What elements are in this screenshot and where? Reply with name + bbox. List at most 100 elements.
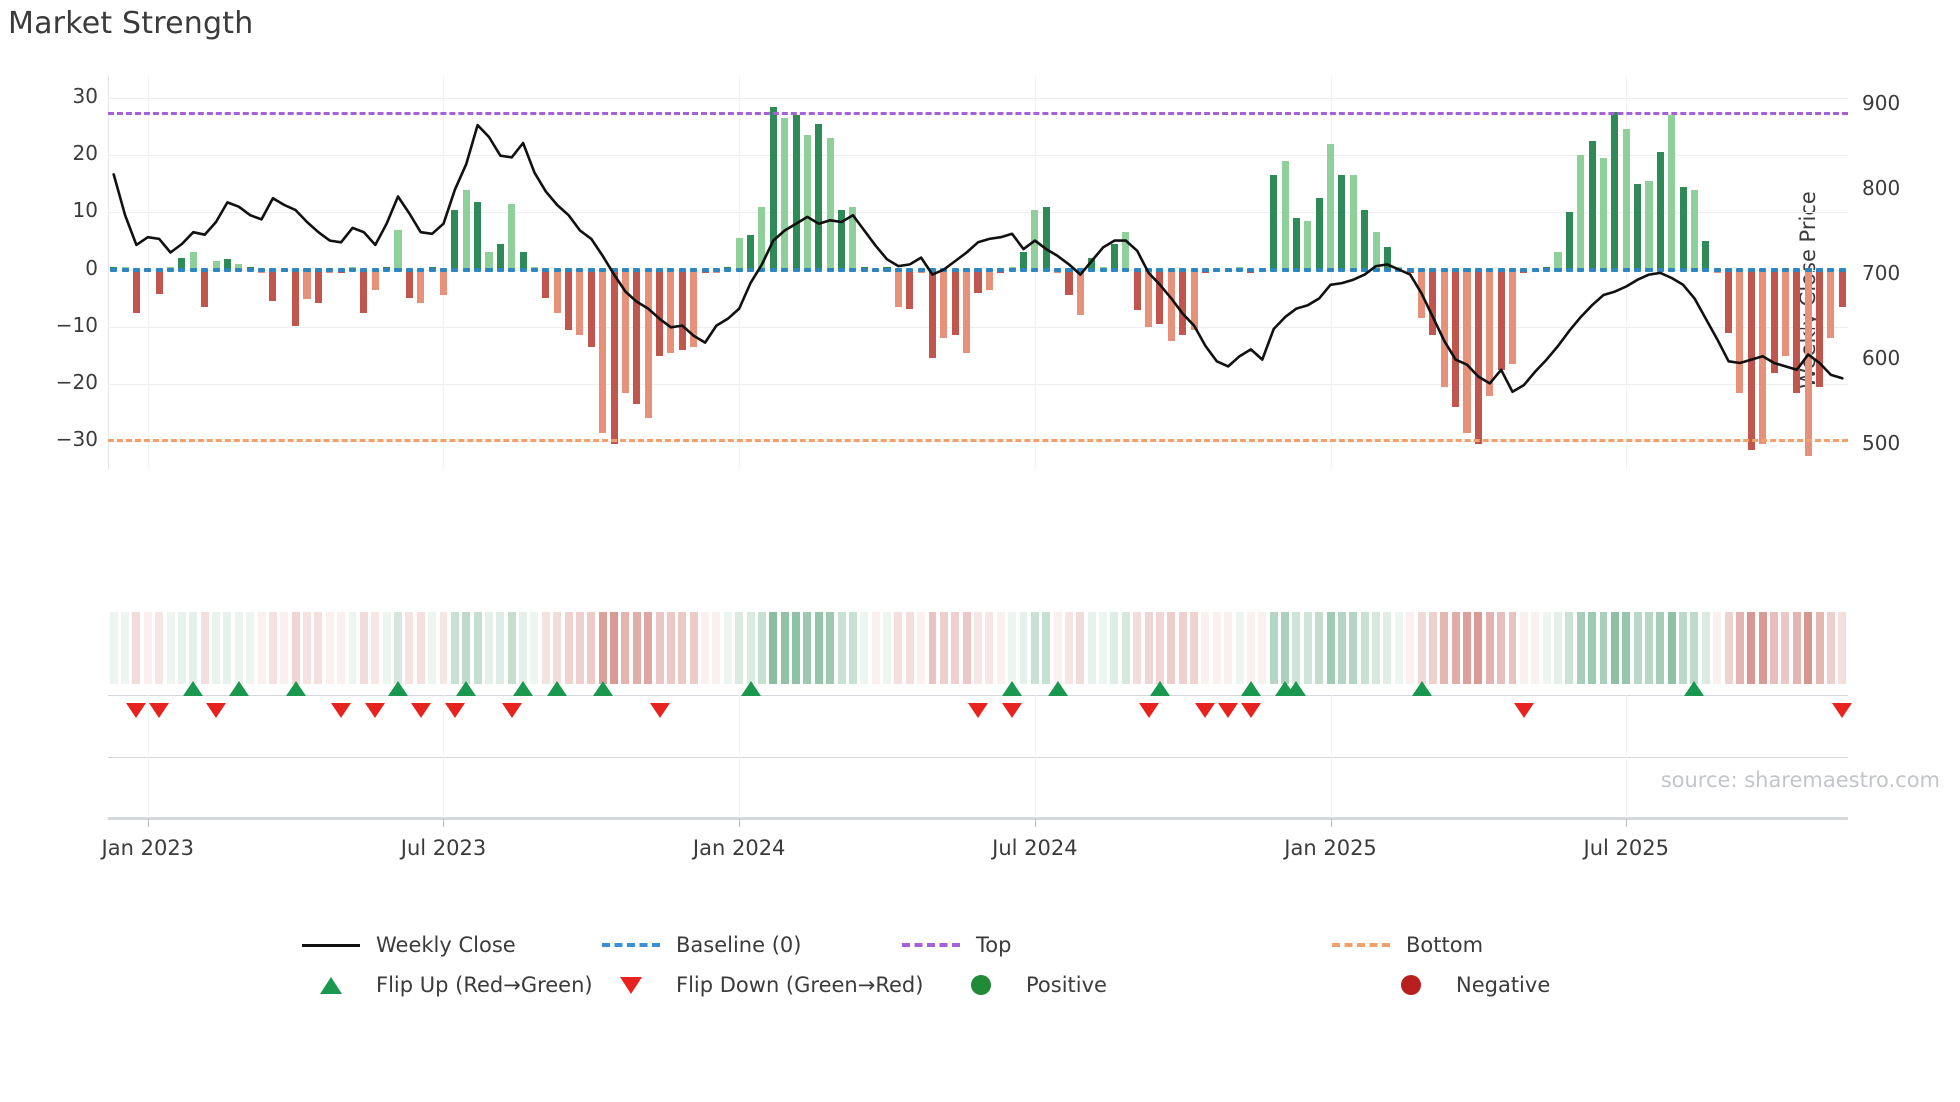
y-tick-label-left: −10 xyxy=(55,312,98,337)
heat-cell xyxy=(519,612,528,684)
baseline-dash xyxy=(1702,267,1710,272)
baseline-dash xyxy=(894,267,902,272)
heat-cell xyxy=(1451,612,1460,684)
x-tick-label: Jan 2023 xyxy=(101,836,195,860)
baseline-dash xyxy=(1781,267,1789,272)
strength-bar xyxy=(212,261,220,270)
baseline-dash xyxy=(656,267,664,272)
legend-label: Weekly Close xyxy=(376,933,516,957)
heat-cell xyxy=(1826,612,1835,684)
strength-bar xyxy=(974,269,982,293)
strength-bar xyxy=(132,269,140,313)
heat-cell xyxy=(1554,612,1562,684)
strength-bar xyxy=(1338,175,1346,270)
strength-bar xyxy=(1656,152,1664,270)
heat-cell xyxy=(1065,612,1073,684)
baseline-dash xyxy=(1258,267,1266,272)
strength-bar xyxy=(1838,269,1846,307)
baseline-dash xyxy=(1599,267,1607,272)
baseline-dash xyxy=(1270,267,1278,272)
baseline-dash xyxy=(747,267,755,272)
heat-cell xyxy=(1815,612,1824,684)
strength-bar xyxy=(178,258,186,270)
baseline-dash xyxy=(1292,267,1300,272)
baseline-dash xyxy=(1611,267,1619,272)
strength-bar xyxy=(1383,246,1391,270)
line-swatch-icon xyxy=(300,943,362,947)
strength-bar xyxy=(1019,252,1027,270)
dashed-line-swatch-icon xyxy=(1330,943,1392,947)
heat-cell xyxy=(985,612,994,684)
baseline-dash xyxy=(360,267,368,272)
flip-up-marker-icon xyxy=(456,681,477,696)
flip-down-marker-icon xyxy=(649,703,670,718)
baseline-dash xyxy=(1201,267,1209,272)
baseline-dash xyxy=(667,267,675,272)
baseline-dash xyxy=(519,267,527,272)
strength-bar xyxy=(838,209,846,270)
baseline-dash xyxy=(1167,267,1175,272)
baseline-dash xyxy=(838,267,846,272)
legend-item-negative[interactable]: Negative xyxy=(1380,973,1550,997)
legend-item-top[interactable]: Top xyxy=(900,933,1330,957)
legend-label: Top xyxy=(976,933,1012,957)
heat-cell xyxy=(848,612,857,684)
strength-bar xyxy=(565,269,573,330)
plot-left-spine xyxy=(108,75,109,470)
strength-bar xyxy=(314,269,322,303)
heat-cell xyxy=(1610,612,1619,684)
flip-up-marker-icon xyxy=(285,681,306,696)
legend-item-positive[interactable]: Positive xyxy=(950,973,1380,997)
baseline-dash xyxy=(110,267,118,272)
legend-item-flip-down[interactable]: Flip Down (Green→Red) xyxy=(600,973,950,997)
heat-cell xyxy=(234,612,243,684)
legend-item-bottom[interactable]: Bottom xyxy=(1330,933,1483,957)
heat-cell xyxy=(507,612,516,684)
heat-cell xyxy=(1690,612,1699,684)
heat-cell xyxy=(951,612,960,684)
strength-bar xyxy=(735,238,743,270)
strength-bar xyxy=(1179,269,1187,336)
strength-bar xyxy=(462,189,470,270)
heat-cell xyxy=(212,612,220,684)
baseline-dash xyxy=(1588,267,1596,272)
legend-item-baseline[interactable]: Baseline (0) xyxy=(600,933,900,957)
baseline-dash xyxy=(826,267,834,272)
heat-cell xyxy=(814,612,823,684)
heat-cell xyxy=(1258,612,1267,684)
strength-bar xyxy=(189,252,197,270)
baseline-dash xyxy=(1122,267,1130,272)
chart-legend: Weekly Close Baseline (0) Top Bottom Flip U… xyxy=(300,925,1720,1005)
heat-cell xyxy=(701,612,710,684)
heat-cell xyxy=(655,612,664,684)
baseline-dash xyxy=(451,267,459,272)
heat-cell xyxy=(1417,612,1426,684)
heat-cell xyxy=(575,612,584,684)
heat-cell xyxy=(587,612,596,684)
strength-bar xyxy=(894,269,902,307)
dashed-line-swatch-icon xyxy=(600,943,662,947)
heat-cell xyxy=(394,612,402,684)
y-tick-label-right: 900 xyxy=(1862,90,1901,115)
strength-heat-strip xyxy=(108,612,1848,684)
baseline-dash xyxy=(1725,267,1733,272)
strength-bar xyxy=(1110,243,1118,270)
baseline-dash xyxy=(132,267,140,272)
strength-bar xyxy=(951,269,959,336)
heat-cell xyxy=(382,612,391,684)
heat-cell xyxy=(1099,612,1108,684)
flip-up-marker-icon xyxy=(183,681,204,696)
strength-bar xyxy=(1042,206,1050,270)
strength-bar xyxy=(587,269,595,347)
heat-cell xyxy=(1360,612,1369,684)
heat-cell xyxy=(1349,612,1358,684)
baseline-dash xyxy=(1031,267,1039,272)
baseline-dash xyxy=(860,267,868,272)
baseline-dash xyxy=(189,267,197,272)
heat-cell xyxy=(1792,612,1801,684)
baseline-dash xyxy=(474,267,482,272)
legend-item-flip-up[interactable]: Flip Up (Red→Green) xyxy=(300,973,600,997)
legend-item-weekly-close[interactable]: Weekly Close xyxy=(300,933,600,957)
bottom-reference-line xyxy=(108,438,1848,442)
main-plot-area xyxy=(108,75,1848,470)
